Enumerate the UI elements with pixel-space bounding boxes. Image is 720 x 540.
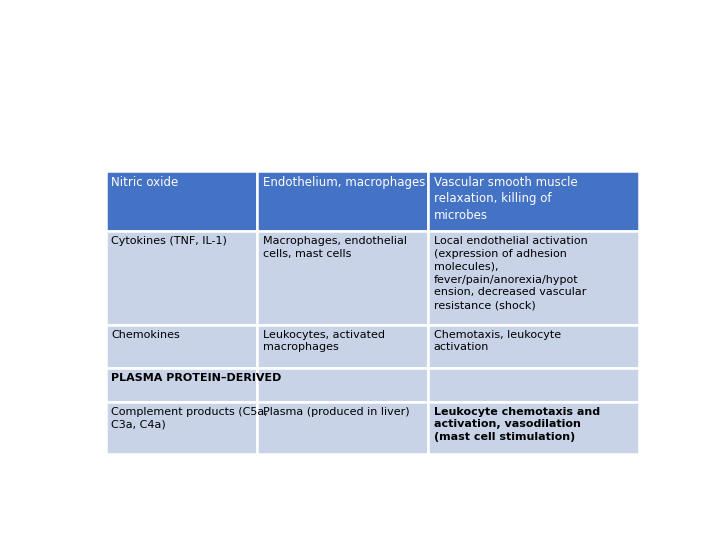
Bar [258, 231, 428, 325]
Bar [428, 231, 639, 325]
Text: Macrophages, endothelial
cells, mast cells: Macrophages, endothelial cells, mast cel… [263, 236, 407, 259]
Bar [258, 171, 428, 231]
Bar [428, 368, 639, 402]
Text: Endothelium, macrophages: Endothelium, macrophages [263, 176, 426, 189]
Text: Vascular smooth muscle
relaxation, killing of
microbes: Vascular smooth muscle relaxation, killi… [433, 176, 577, 222]
Bar [106, 368, 258, 402]
Bar [428, 325, 639, 368]
Bar [106, 171, 258, 231]
Text: Chemotaxis, leukocyte
activation: Chemotaxis, leukocyte activation [433, 329, 561, 353]
Text: Leukocytes, activated
macrophages: Leukocytes, activated macrophages [263, 329, 385, 353]
Text: Cytokines (TNF, IL-1): Cytokines (TNF, IL-1) [111, 236, 227, 246]
Text: Complement products (C5a,
C3a, C4a): Complement products (C5a, C3a, C4a) [111, 407, 268, 429]
Text: Nitric oxide: Nitric oxide [111, 176, 179, 189]
Bar [106, 325, 258, 368]
Text: Chemokines: Chemokines [111, 329, 180, 340]
Bar [428, 402, 639, 454]
Bar [258, 325, 428, 368]
Bar [258, 368, 428, 402]
Bar [428, 171, 639, 231]
Text: Local endothelial activation
(expression of adhesion
molecules),
fever/pain/anor: Local endothelial activation (expression… [433, 236, 588, 310]
Text: Plasma (produced in liver): Plasma (produced in liver) [263, 407, 410, 416]
Bar [106, 402, 258, 454]
Bar [258, 402, 428, 454]
Text: PLASMA PROTEIN–DERIVED: PLASMA PROTEIN–DERIVED [111, 373, 282, 383]
Text: Leukocyte chemotaxis and
activation, vasodilation
(mast cell stimulation): Leukocyte chemotaxis and activation, vas… [433, 407, 600, 442]
Bar [106, 231, 258, 325]
